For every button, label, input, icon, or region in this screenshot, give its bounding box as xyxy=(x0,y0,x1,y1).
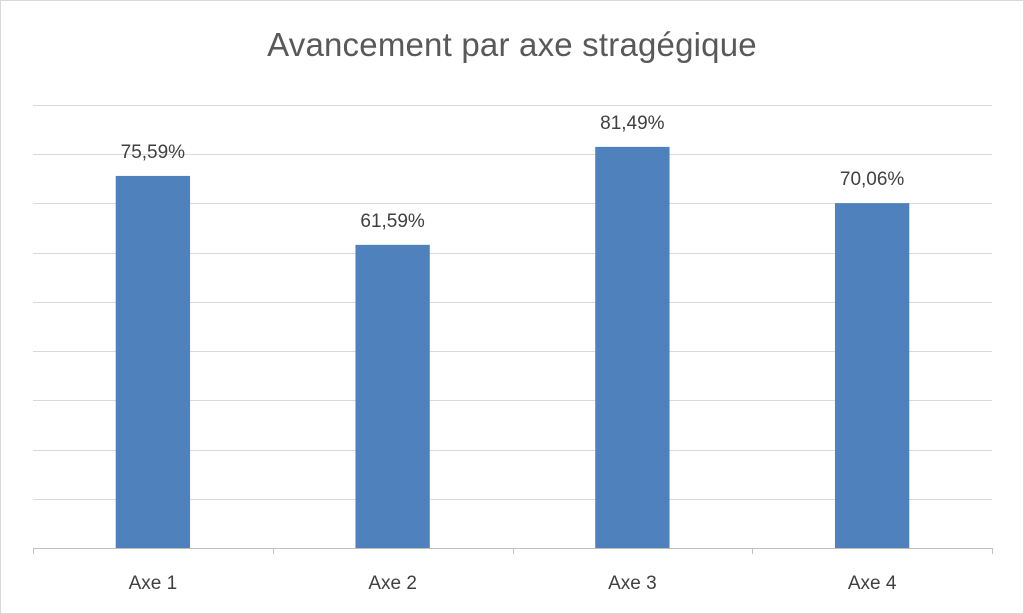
gridlines xyxy=(33,105,992,500)
bar-4 xyxy=(834,203,910,548)
x-tick-label-2: Axe 2 xyxy=(368,573,417,594)
bar-2 xyxy=(355,244,430,548)
data-label-1: 75,59% xyxy=(121,142,186,163)
bar-3 xyxy=(595,146,670,548)
bar-1 xyxy=(115,175,191,548)
bars xyxy=(115,146,910,548)
data-label-2: 61,59% xyxy=(360,211,425,232)
chart-title: Avancement par axe stragégique xyxy=(267,26,757,63)
data-label-4: 70,06% xyxy=(840,169,905,190)
data-labels: 75,59% 61,59% 81,49% 70,06% xyxy=(121,113,905,232)
data-label-3: 81,49% xyxy=(600,113,665,134)
x-tick-label-1: Axe 1 xyxy=(129,573,178,594)
x-axis: Axe 1 Axe 2 Axe 3 Axe 4 xyxy=(33,548,993,594)
x-tick-label-4: Axe 4 xyxy=(848,573,897,594)
x-tick-label-3: Axe 3 xyxy=(608,573,657,594)
